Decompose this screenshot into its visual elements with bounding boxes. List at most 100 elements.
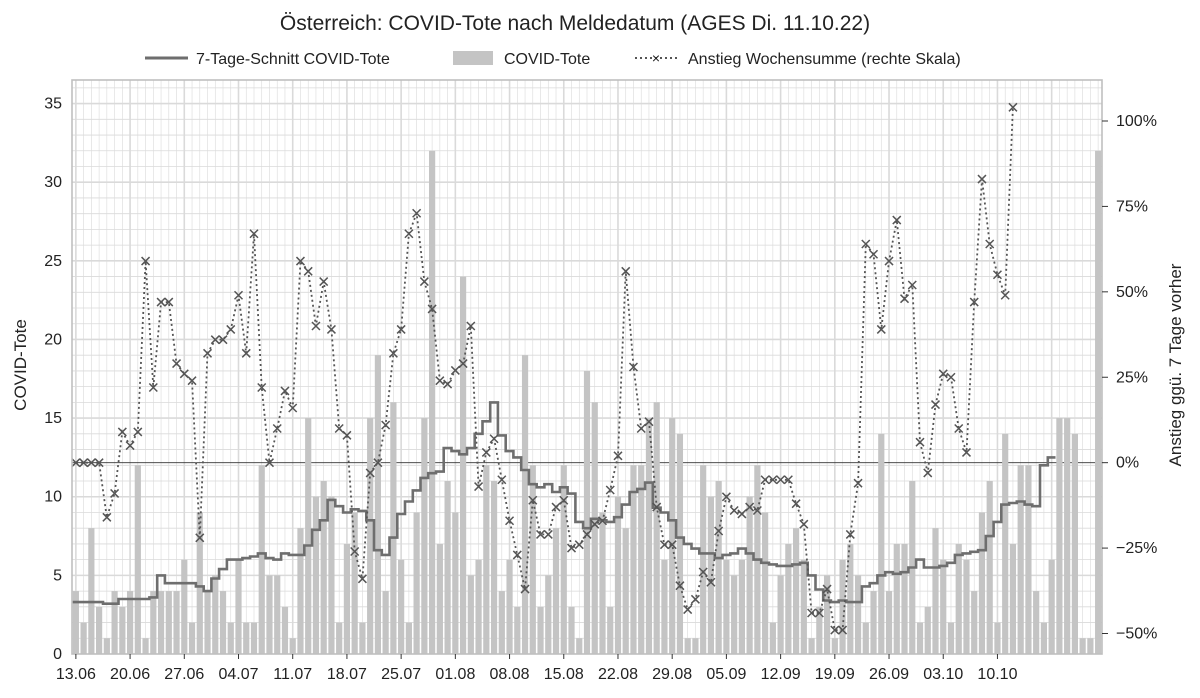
bar <box>305 418 312 654</box>
rise-point <box>791 499 801 509</box>
bar <box>823 575 831 654</box>
rise-point <box>783 475 793 485</box>
x-tick-label: 25.07 <box>381 666 421 683</box>
y-tick-label: 20 <box>44 331 62 348</box>
rise-point <box>443 379 453 389</box>
rise-point <box>706 577 716 587</box>
rise-point <box>187 376 197 386</box>
rise-point <box>474 482 484 492</box>
bar <box>847 543 854 654</box>
bar <box>429 150 436 654</box>
bar <box>382 591 389 654</box>
bar <box>227 622 234 654</box>
bar <box>250 622 258 654</box>
rise-point <box>954 423 964 434</box>
y-tick-label: 10 <box>44 489 62 506</box>
rise-point <box>326 324 336 334</box>
rise-series <box>71 102 1018 635</box>
rise-point <box>745 502 755 512</box>
rise-point <box>923 468 933 478</box>
bar <box>359 622 366 654</box>
rise-point <box>311 321 321 331</box>
rise-point <box>505 516 515 526</box>
rise-point <box>714 526 724 536</box>
rise-point <box>373 458 383 468</box>
rise-point <box>667 540 677 550</box>
bars-series <box>72 150 1102 654</box>
rise-point <box>497 475 507 485</box>
rise-point <box>94 458 104 468</box>
bar <box>413 512 420 654</box>
y2-tick-label: 75% <box>1116 198 1148 215</box>
bar <box>940 559 947 654</box>
bar <box>591 402 598 654</box>
rise-point <box>226 324 236 334</box>
x-tick-label: 08.08 <box>490 666 530 683</box>
rise-point <box>334 423 344 434</box>
bar <box>746 496 753 654</box>
rise-point <box>992 270 1002 280</box>
rise-point <box>543 529 553 539</box>
avg-series <box>72 401 1056 605</box>
rise-point <box>450 365 460 375</box>
rise-point <box>381 420 391 430</box>
rise-point <box>690 594 700 604</box>
bar <box>320 481 327 654</box>
rise-point <box>528 495 538 505</box>
bar <box>475 559 482 654</box>
bar <box>537 606 544 654</box>
bar <box>297 528 304 654</box>
x-tick-label: 19.09 <box>815 666 855 683</box>
bar <box>328 496 335 654</box>
bar <box>181 559 188 654</box>
bar <box>103 638 110 654</box>
rise-point <box>628 362 638 372</box>
rise-point <box>613 451 623 461</box>
rise-point <box>365 468 375 478</box>
rise-point <box>1000 290 1010 300</box>
bar <box>583 370 591 654</box>
y2-tick-label: 50% <box>1116 284 1148 301</box>
bar <box>645 418 653 654</box>
bar <box>506 559 513 654</box>
rise-point <box>636 423 646 434</box>
bar <box>1071 433 1078 654</box>
x-tick-label: 01.08 <box>435 666 475 683</box>
rise-point <box>264 458 275 468</box>
bar <box>676 433 684 654</box>
bar <box>614 496 622 654</box>
bar <box>96 606 103 654</box>
rise-point <box>295 256 305 266</box>
bar <box>80 622 87 654</box>
rise-point <box>838 625 848 635</box>
rise-point <box>830 625 840 635</box>
bar <box>1002 433 1009 654</box>
rise-point <box>551 502 561 512</box>
rise-point <box>466 321 476 331</box>
bar <box>142 638 149 654</box>
x-tick-label: 27.06 <box>164 666 204 683</box>
legend-bars-swatch <box>453 51 493 65</box>
rise-point <box>102 512 112 522</box>
bar <box>1017 465 1024 654</box>
bar <box>243 622 250 654</box>
x-tick-label: 10.10 <box>977 666 1017 683</box>
rise-point <box>350 546 360 557</box>
rise-point <box>1008 102 1018 112</box>
bar <box>119 606 126 654</box>
rise-point <box>977 174 987 184</box>
rise-point <box>659 540 669 550</box>
bar <box>452 512 459 654</box>
rise-point <box>961 447 972 457</box>
bar <box>1040 622 1048 654</box>
rise-point <box>938 369 948 379</box>
rise-point <box>737 509 747 519</box>
y2-tick-label: −25% <box>1116 540 1157 557</box>
y-axis-label: COVID-Tote <box>11 319 30 411</box>
rise-point <box>520 584 530 594</box>
bar <box>390 402 397 654</box>
legend-rise-marker: × <box>652 50 660 66</box>
rise-point <box>892 215 902 225</box>
rise-point <box>590 519 600 529</box>
rise-point <box>652 502 662 512</box>
